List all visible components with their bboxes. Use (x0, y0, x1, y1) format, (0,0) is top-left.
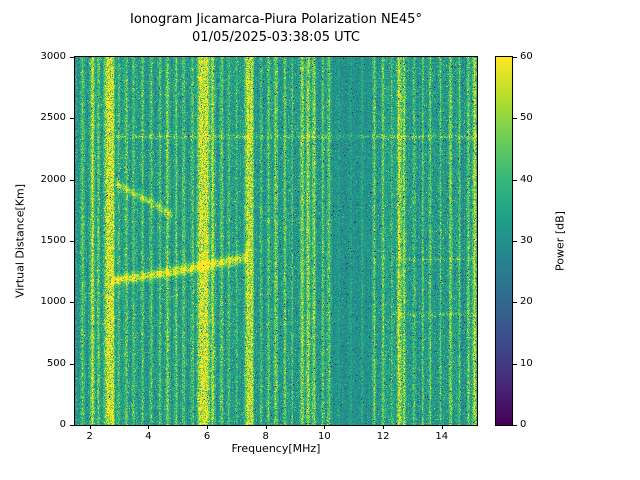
colorbar-tick-mark (513, 118, 517, 120)
colorbar-tick-label: 40 (520, 173, 533, 185)
y-tick-mark (70, 302, 74, 304)
x-tick-mark (441, 425, 443, 429)
colorbar-canvas (496, 57, 512, 425)
colorbar-tick-mark (513, 179, 517, 181)
x-tick-mark (324, 425, 326, 429)
x-tick-label: 4 (145, 431, 152, 442)
colorbar-tick-mark (513, 425, 517, 426)
y-tick-label: 1500 (40, 235, 66, 246)
y-tick-label: 1000 (40, 296, 66, 308)
x-tick-label: 2 (86, 431, 93, 442)
y-tick-label: 0 (59, 419, 66, 430)
y-tick-label: 3000 (40, 51, 66, 62)
colorbar-tick-mark (513, 241, 517, 242)
y-tick-mark (70, 57, 74, 58)
chart-title: Ionogram Jicamarca-Piura Polarization NE… (130, 12, 422, 27)
colorbar-tick-label: 60 (520, 51, 533, 62)
y-tick-mark (70, 118, 74, 120)
ionogram-heatmap-canvas (75, 57, 477, 425)
y-tick-mark (70, 363, 74, 365)
chart-subtitle-timestamp: 01/05/2025-03:38:05 UTC (192, 30, 360, 45)
x-tick-mark (148, 425, 150, 429)
colorbar-tick-label: 0 (520, 419, 527, 430)
x-tick-label: 12 (376, 431, 390, 442)
y-tick-mark (70, 241, 74, 242)
y-tick-label: 2500 (40, 112, 66, 124)
colorbar-tick-label: 30 (520, 235, 533, 246)
colorbar-tick-label: 20 (520, 296, 533, 308)
colorbar-tick-mark (513, 302, 517, 304)
colorbar-tick-mark (513, 363, 517, 365)
x-tick-label: 14 (435, 431, 449, 442)
x-axis-label: Frequency[MHz] (231, 442, 321, 455)
colorbar-tick-label: 10 (520, 357, 533, 369)
x-tick-mark (89, 425, 91, 429)
y-tick-label: 2000 (40, 173, 66, 185)
y-axis-label: Virtual Distance[Km] (13, 183, 27, 299)
x-tick-mark (265, 425, 267, 429)
colorbar-label: Power [dB] (553, 211, 567, 271)
x-tick-mark (207, 425, 209, 429)
colorbar-tick-label: 50 (520, 112, 533, 124)
x-tick-label: 10 (318, 431, 331, 442)
y-tick-mark (70, 425, 74, 426)
x-tick-label: 8 (262, 431, 269, 442)
x-tick-label: 6 (203, 431, 211, 442)
y-tick-mark (70, 179, 74, 181)
x-tick-mark (383, 425, 385, 429)
y-tick-label: 500 (46, 357, 66, 369)
colorbar-tick-mark (513, 57, 517, 58)
